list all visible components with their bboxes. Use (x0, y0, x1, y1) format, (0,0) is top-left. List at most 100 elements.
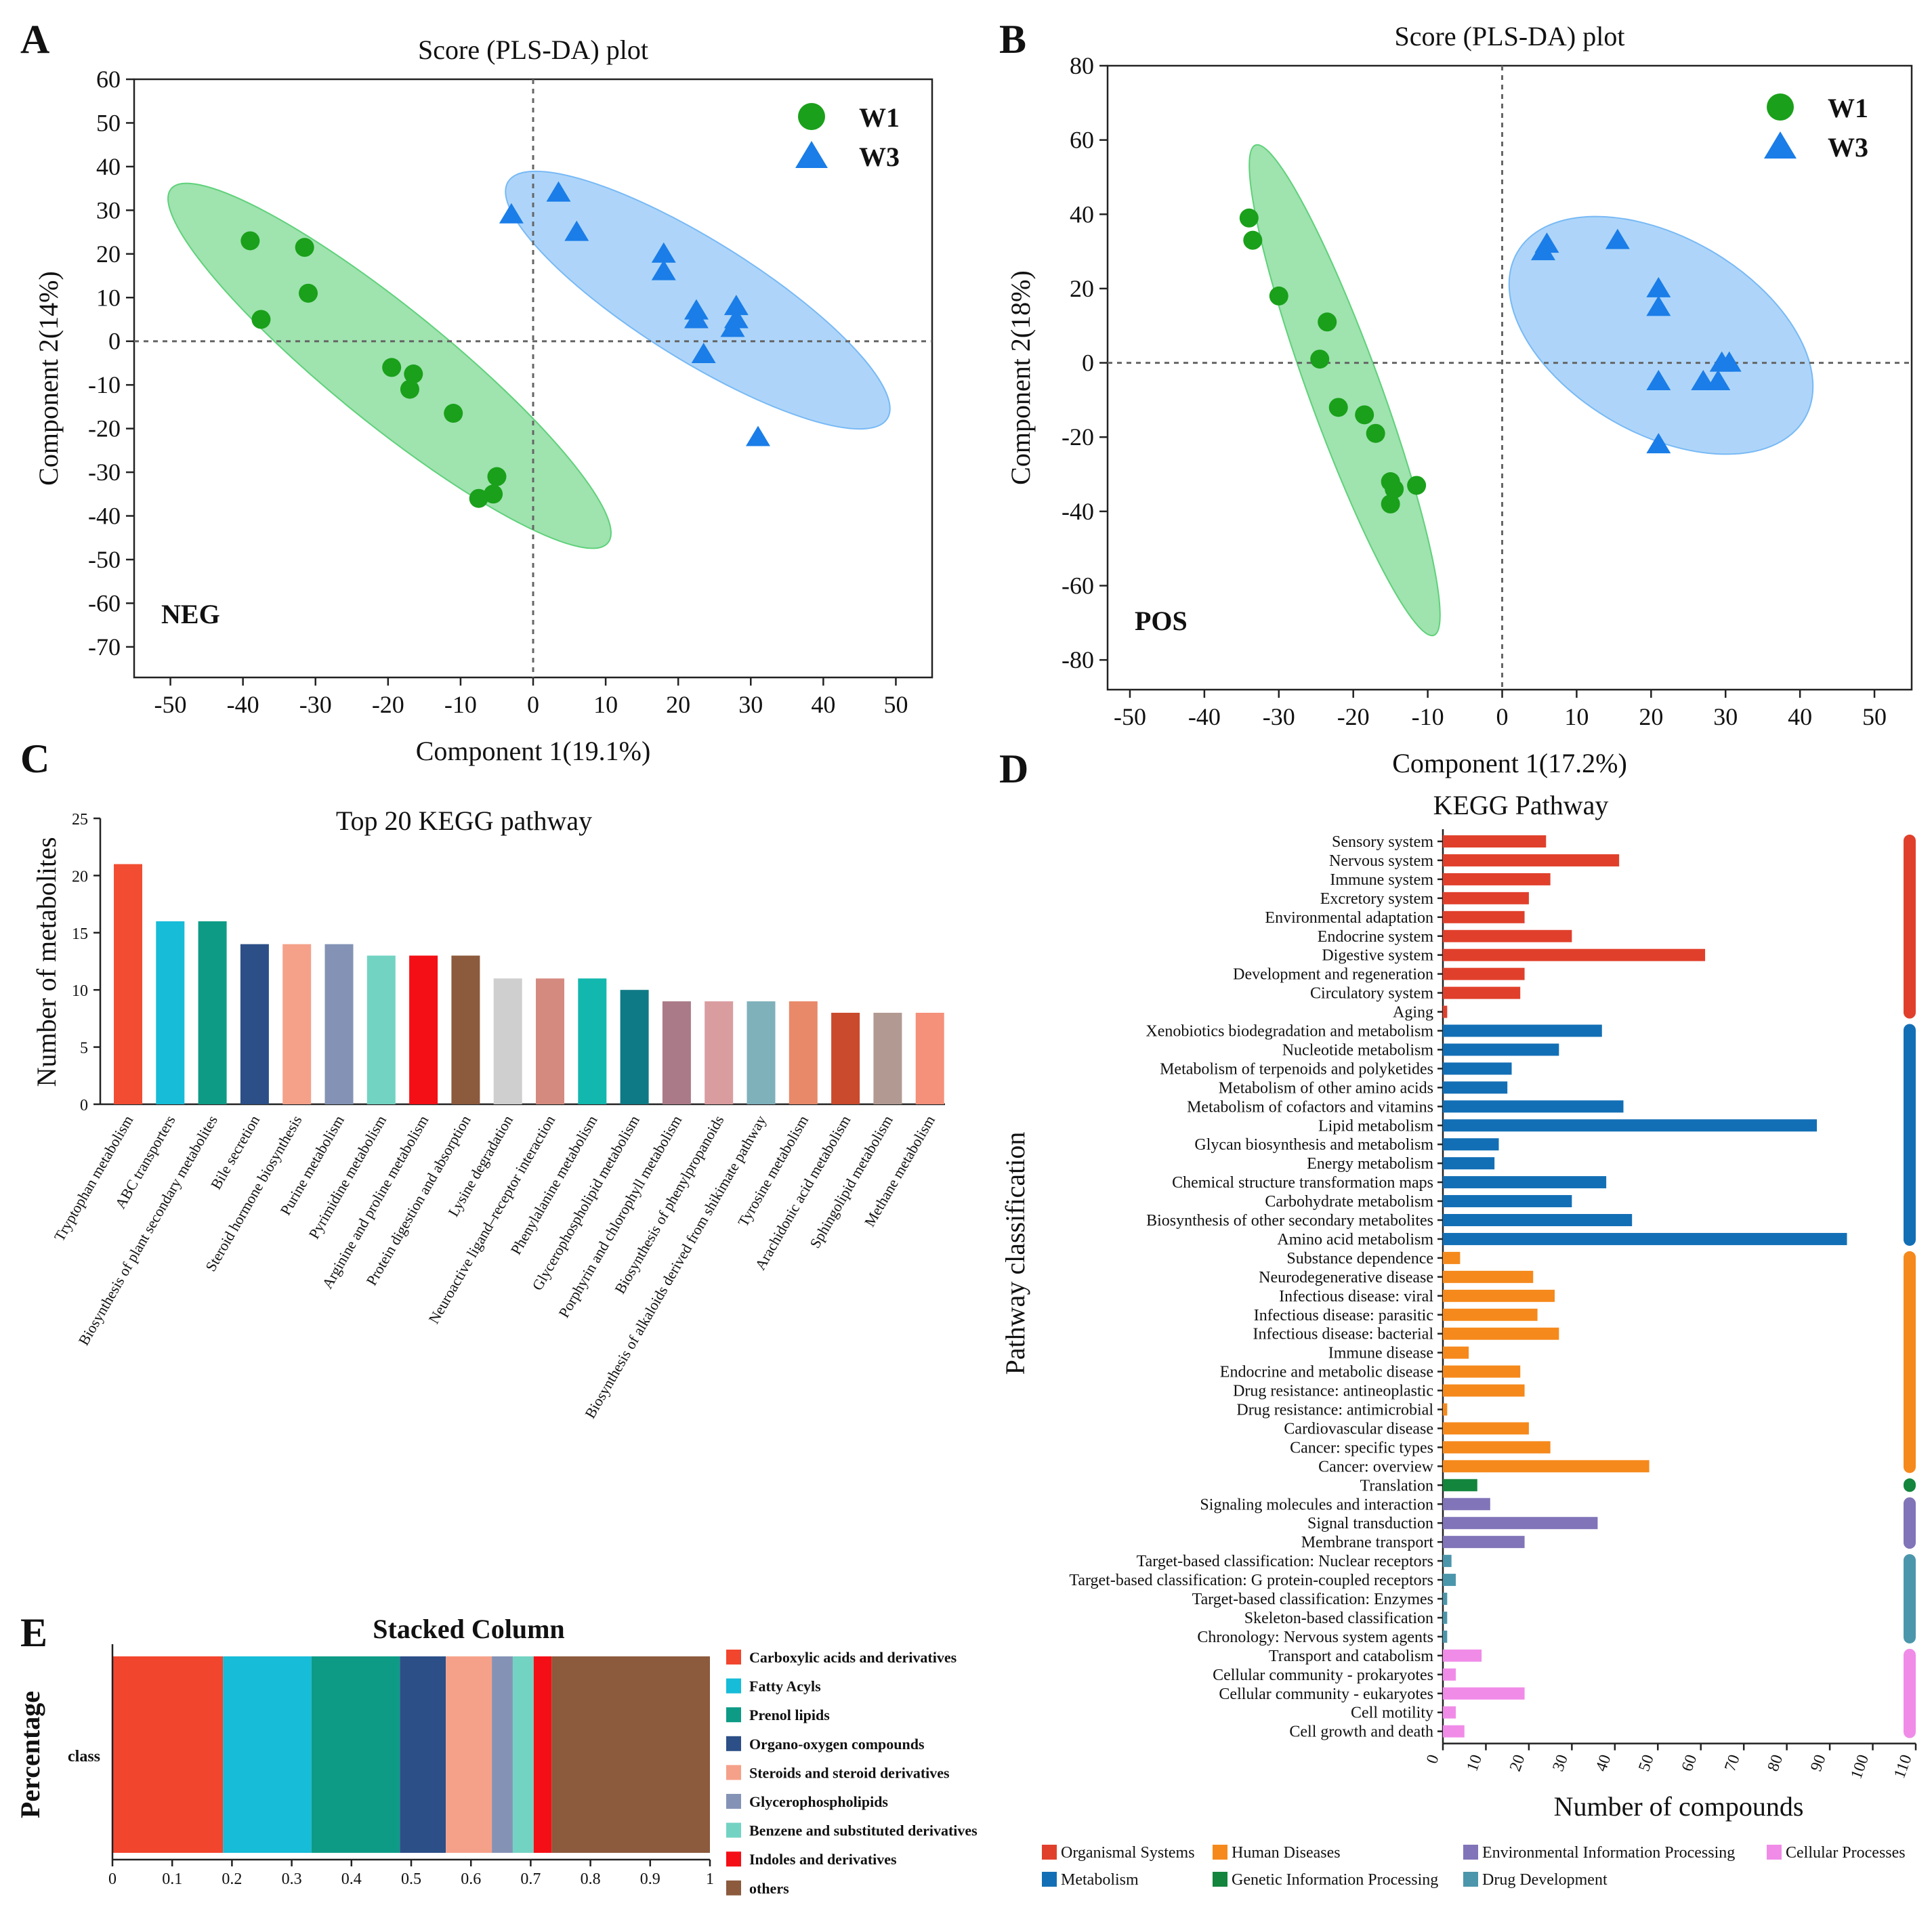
bar (451, 955, 480, 1104)
legend-marker-w3 (795, 141, 828, 168)
stacked-segment (492, 1656, 513, 1853)
point-w1 (1328, 398, 1348, 417)
x-tick-label: 0.7 (520, 1870, 541, 1888)
legend-swatch (726, 1794, 741, 1809)
x-tick-label: -30 (299, 691, 332, 718)
point-w1 (1269, 286, 1288, 306)
bar (1443, 1195, 1572, 1208)
point-w3 (745, 425, 770, 446)
bar (1443, 1214, 1633, 1226)
x-tick-label: 0 (1423, 1753, 1443, 1766)
point-w3 (1530, 240, 1555, 261)
legend-label-w3: W3 (1828, 132, 1868, 163)
x-axis-label: Component 1(17.2%) (1392, 748, 1627, 778)
stacked-segment (311, 1656, 400, 1853)
point-w1 (1243, 230, 1263, 250)
x-tick-label: 0.4 (341, 1870, 362, 1888)
bar (1443, 1706, 1456, 1719)
category-label: Carbohydrate metabolism (1265, 1193, 1433, 1211)
y-tick-label: 60 (1070, 127, 1094, 154)
legend-marker-w1 (1767, 93, 1794, 121)
legend-swatch (726, 1880, 741, 1896)
bar (1443, 1687, 1525, 1700)
legend-label: Prenol lipids (749, 1707, 830, 1723)
legend-swatch (726, 1765, 741, 1780)
category-label: Endocrine system (1318, 928, 1434, 946)
point-w3 (651, 259, 676, 280)
x-tick-label: 0.9 (640, 1870, 660, 1888)
category-label: Transport and catabolism (1269, 1648, 1433, 1665)
point-w3 (499, 203, 524, 224)
y-tick-label: -60 (1062, 572, 1094, 600)
x-tick-label: -20 (372, 691, 404, 718)
legend-label: Fatty Acyls (749, 1678, 821, 1695)
bar (536, 978, 564, 1104)
x-tick-label: 10 (1564, 703, 1589, 730)
chart-title: Score (PLS-DA) plot (1395, 21, 1625, 51)
legend-label: Glycerophospholipids (749, 1793, 888, 1810)
legend-swatch (1767, 1845, 1782, 1860)
point-w1 (487, 467, 507, 486)
legend-marker-w3 (1764, 131, 1797, 159)
x-tick-label: 50 (883, 691, 908, 718)
category-label: Cardiovascular disease (1284, 1420, 1433, 1438)
bar (1443, 873, 1551, 885)
bar (1443, 1479, 1477, 1492)
legend-marker-w1 (798, 103, 825, 130)
bar (324, 944, 354, 1104)
bar (1443, 1725, 1465, 1738)
legend-swatch (726, 1678, 741, 1694)
category-label: Immune system (1330, 871, 1433, 889)
x-tick-label: 0 (527, 691, 539, 718)
x-tick-label: 20 (1507, 1753, 1529, 1774)
legend-label: Metabolism (1061, 1871, 1139, 1889)
legend-label: Drug Development (1482, 1871, 1608, 1889)
panel-label-a: A (20, 17, 49, 62)
category-label: Sensory system (1332, 833, 1433, 851)
bar (1443, 1289, 1555, 1302)
point-w1 (1381, 494, 1400, 514)
category-label: Drug resistance: antimicrobial (1236, 1402, 1433, 1419)
point-w3 (564, 220, 589, 241)
y-tick-label: -20 (88, 415, 121, 442)
category-label: Development and regeneration (1233, 966, 1433, 984)
x-tick-label: 0.5 (401, 1870, 421, 1888)
bar (114, 864, 142, 1104)
point-w1 (1318, 312, 1337, 332)
category-label: Cellular community - eukaryotes (1219, 1686, 1433, 1703)
bar (1443, 835, 1547, 847)
bar (1443, 1157, 1495, 1170)
y-tick-label: 0 (80, 1097, 88, 1114)
category-label: Aging (1393, 1004, 1433, 1022)
bar (1443, 1327, 1559, 1340)
bar (1443, 1062, 1512, 1075)
legend-label: Environmental Information Processing (1482, 1844, 1735, 1862)
legend-swatch (1463, 1845, 1478, 1860)
category-label: Sphingolipid metabolism (806, 1112, 896, 1251)
category-label: Chronology: Nervous system agents (1197, 1629, 1433, 1646)
confidence-ellipse-w3 (1508, 215, 1814, 455)
mode-annotation: NEG (161, 599, 220, 629)
bar (1443, 1119, 1818, 1132)
point-w1 (444, 404, 463, 423)
y-tick-label: 30 (96, 196, 121, 224)
category-label: Digestive system (1322, 947, 1433, 965)
point-w3 (1646, 369, 1671, 390)
x-tick-label: 20 (1639, 703, 1663, 730)
bar (1443, 1308, 1538, 1321)
category-label: Nucleotide metabolism (1282, 1041, 1434, 1059)
y-tick-label: 40 (96, 153, 121, 180)
point-w3 (720, 316, 745, 337)
y-tick-label: -30 (88, 459, 121, 486)
bar (1443, 1081, 1508, 1094)
y-tick-label: -40 (88, 503, 121, 530)
chart-title: Score (PLS-DA) plot (418, 35, 648, 65)
y-axis-label: Component 2(14%) (33, 271, 64, 486)
y-tick-label: 25 (72, 811, 88, 829)
y-tick-label: 10 (96, 284, 121, 311)
point-w3 (546, 181, 571, 202)
bar (1443, 967, 1525, 980)
stacked-column-chart: Stacked Column Percentage class 0 0.1 0.2 0.3 0… (15, 1614, 978, 1897)
x-tick-label: 1 (706, 1870, 714, 1888)
x-tick-label: 80 (1765, 1753, 1787, 1774)
